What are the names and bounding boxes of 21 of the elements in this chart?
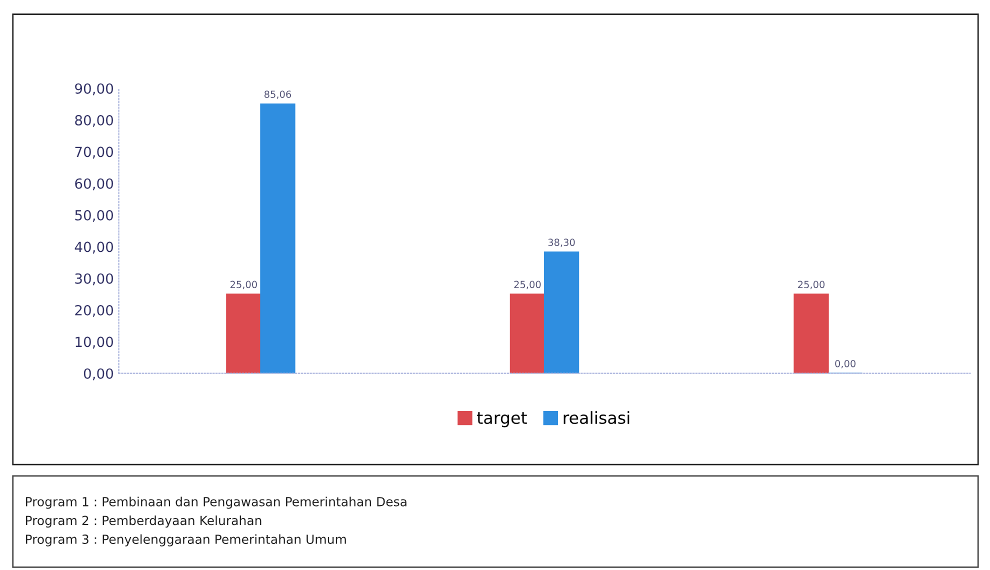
y-tick-label: 30,00 xyxy=(75,273,114,286)
text: Program 1 : Pembinaan dan Pengawasan Pemerintahan Desa xyxy=(26,496,406,509)
y-tick-label: 80,00 xyxy=(75,114,114,127)
data-label: 25,00 xyxy=(514,280,541,290)
y-tick-label: 0,00 xyxy=(84,368,114,380)
data-label: 0,00 xyxy=(835,360,856,368)
legend-label: realisasi xyxy=(564,411,630,424)
y-tick-label: 10,00 xyxy=(76,336,114,349)
text: Program 3 : Penyelenggaraan Pemerintahan Umum xyxy=(26,534,346,546)
text: Program 2 : Pemberdayaan Kelurahan xyxy=(26,516,262,528)
y-tick-label: 20,00 xyxy=(75,304,114,317)
data-label: 25,00 xyxy=(230,280,257,290)
data-label: 38,30 xyxy=(548,238,575,248)
y-tick-label: 90,00 xyxy=(75,83,114,96)
legend-label: target xyxy=(477,412,527,428)
y-tick-label: 40,00 xyxy=(74,242,114,254)
data-label: 85,06 xyxy=(264,90,292,99)
y-tick-label: 50,00 xyxy=(75,210,114,222)
y-tick-label: 60,00 xyxy=(75,178,114,190)
y-tick-label: 70,00 xyxy=(75,146,114,159)
data-label: 25,00 xyxy=(798,280,825,290)
